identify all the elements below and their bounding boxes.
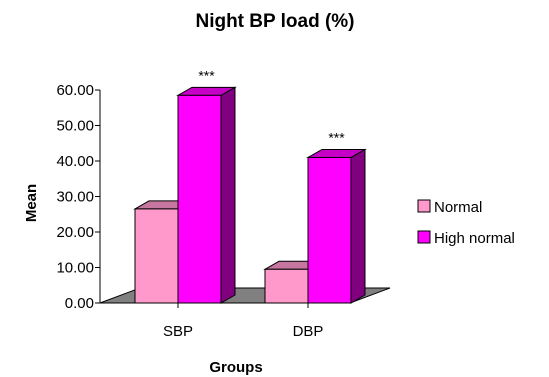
legend: Normal High normal: [417, 199, 515, 247]
significance-annotation: ***: [198, 67, 215, 83]
bar-dbp-normal-front: [264, 268, 309, 304]
y-tick-label: 60.00: [56, 82, 94, 99]
y-tick-label: 50.00: [56, 118, 94, 135]
plot-area: 0.00 10.00 20.00 30.00 40.00 50.00 60.00 SBP DBP…: [56, 67, 391, 340]
bar-sbp-high-normal-front: [177, 94, 222, 304]
bar-dbp-high-normal-side: [350, 148, 366, 304]
bar-sbp-high-normal-side: [220, 86, 236, 304]
y-tick-label: 0.00: [65, 295, 94, 312]
chart-title: Night BP load (%): [195, 11, 354, 32]
x-tick-label: DBP: [293, 323, 324, 340]
y-tick-label: 20.00: [56, 224, 94, 241]
x-axis-label: Groups: [209, 359, 262, 376]
bar-sbp-normal-front: [134, 208, 179, 304]
legend-swatch: [417, 199, 431, 213]
x-tick-label: SBP: [163, 323, 193, 340]
y-axis-label: Mean: [23, 184, 40, 222]
y-tick-label: 40.00: [56, 153, 94, 170]
legend-label: Normal: [434, 199, 482, 216]
bar-dbp-high-normal: [306, 148, 367, 304]
y-tick-label: 10.00: [56, 260, 94, 277]
bar-dbp-high-normal-front: [307, 156, 352, 304]
bar-sbp-high-normal: [176, 86, 237, 304]
y-tick-label: 30.00: [56, 189, 94, 206]
legend-label: High normal: [434, 230, 515, 247]
legend-swatch: [417, 230, 431, 244]
significance-annotation: ***: [328, 129, 345, 145]
